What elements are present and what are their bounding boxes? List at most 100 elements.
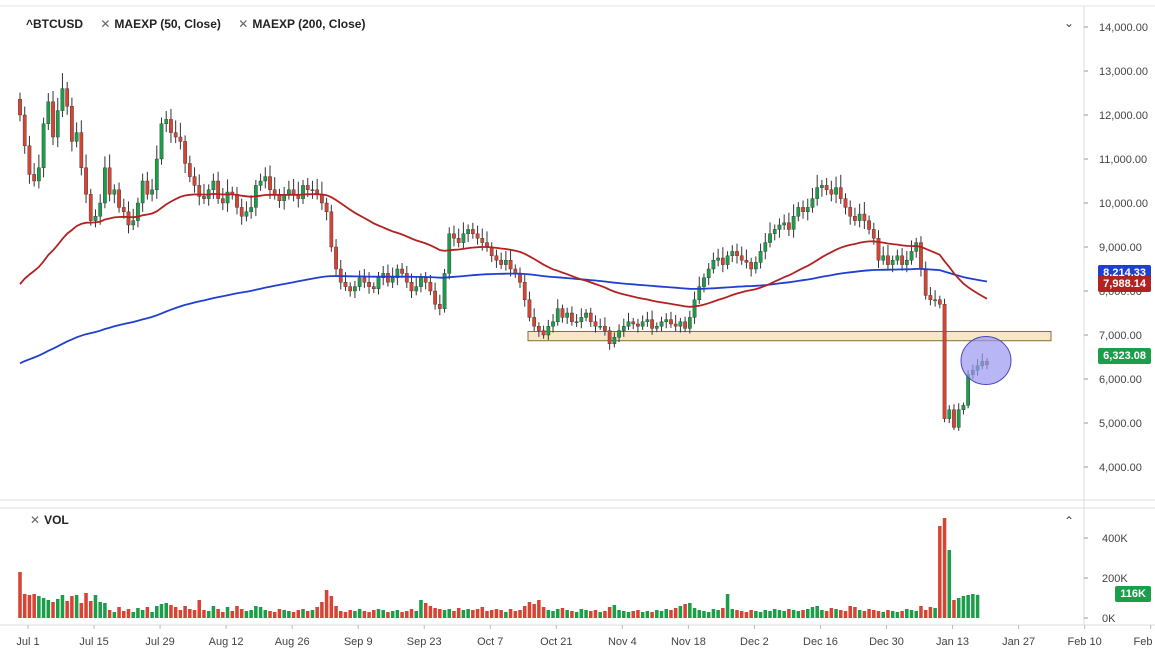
candle-body	[711, 260, 716, 270]
volume-bar	[872, 610, 876, 618]
volume-bar	[480, 607, 485, 618]
volume-bar	[395, 610, 400, 618]
candle-body	[287, 189, 291, 195]
remove-vol-icon[interactable]: ✕	[30, 513, 41, 527]
volume-bar	[489, 610, 494, 618]
chart-legend: ^BTCUSD ✕ MAEXP (50, Close) ✕ MAEXP (200, …	[26, 17, 379, 31]
candle-body	[815, 187, 820, 199]
candle-body	[702, 277, 706, 287]
volume-bar	[372, 610, 376, 618]
candle-body	[626, 321, 631, 327]
volume-bar	[650, 612, 654, 618]
candle-body	[173, 132, 178, 138]
candle-body	[348, 286, 353, 292]
candle-body	[301, 185, 305, 199]
candle-body	[41, 123, 46, 169]
highlight-circle	[960, 336, 1012, 386]
x-tick-label: Feb 24	[1134, 636, 1155, 648]
volume-bar	[150, 612, 154, 618]
volume-bar	[570, 611, 574, 618]
volume-bar	[711, 609, 716, 618]
candle-body	[428, 282, 433, 292]
candle-body	[952, 409, 956, 428]
volume-bar	[513, 611, 518, 618]
volume-bar	[98, 602, 102, 618]
candle-body	[824, 185, 829, 190]
candle-body	[419, 277, 423, 287]
candle-body	[357, 277, 362, 287]
candle-body	[470, 229, 475, 234]
candle-body	[136, 202, 140, 221]
volume-bar	[617, 610, 621, 618]
volume-bar	[584, 610, 588, 618]
volume-bar	[909, 610, 914, 618]
candle-body	[720, 257, 725, 265]
volume-bar	[848, 606, 852, 618]
volume-bar	[593, 610, 598, 618]
collapse-chevron-up-icon[interactable]: ⌃	[1064, 514, 1075, 528]
x-tick-label: Dec 2	[740, 636, 769, 648]
volume-bar	[329, 596, 334, 618]
volume-bar	[942, 518, 947, 618]
volume-bar	[603, 611, 607, 618]
candle-body	[343, 282, 348, 287]
candle-body	[725, 255, 730, 265]
volume-bar	[938, 526, 942, 618]
volume-bar	[886, 610, 890, 618]
candle-body	[187, 163, 192, 177]
volume-bar	[541, 607, 546, 618]
volume-bar	[357, 609, 362, 618]
volume-bar	[310, 610, 315, 618]
candle-body	[169, 119, 173, 133]
volume-bar	[588, 611, 593, 618]
volume-bar	[565, 610, 569, 618]
candle-body	[881, 255, 886, 261]
volume-bar	[843, 611, 848, 618]
candle-body	[216, 180, 220, 199]
candle-body	[310, 189, 315, 192]
candle-body	[140, 180, 145, 204]
candle-body	[79, 132, 84, 169]
candle-body	[546, 326, 551, 336]
candle-body	[518, 273, 522, 283]
candle-body	[853, 215, 857, 221]
collapse-chevron-down-icon[interactable]: ⌄	[1064, 16, 1075, 30]
remove-ma50-icon[interactable]: ✕	[100, 17, 111, 31]
candle-body	[706, 268, 711, 279]
x-tick-label: Nov 4	[608, 636, 637, 648]
candle-body	[220, 198, 225, 204]
volume-bar	[386, 612, 390, 618]
volume-bar	[966, 595, 970, 618]
volume-bar	[466, 609, 470, 618]
candle-body	[409, 282, 414, 292]
candle-body	[593, 321, 598, 327]
volume-bar	[367, 612, 371, 618]
x-tick-label: Feb 10	[1067, 636, 1101, 648]
volume-bar	[456, 608, 461, 618]
volume-bar	[169, 605, 173, 618]
volume-bar	[27, 595, 32, 618]
candle-body	[966, 374, 970, 406]
candle-body	[810, 198, 815, 208]
support-zone	[527, 330, 1052, 342]
ma50-legend: MAEXP (50, Close)	[114, 17, 221, 31]
volume-bar	[824, 611, 829, 618]
candle-body	[353, 286, 357, 292]
y-tick-label: 9,000.00	[1099, 242, 1142, 254]
volume-bar	[890, 611, 895, 618]
x-tick-label: Sep 23	[407, 636, 442, 648]
x-tick-label: Dec 30	[869, 636, 904, 648]
candle-body	[796, 207, 801, 217]
candle-body	[112, 189, 117, 195]
volume-bar	[475, 609, 480, 618]
volume-bar	[301, 609, 305, 618]
volume-bar	[857, 610, 862, 618]
remove-ma200-icon[interactable]: ✕	[238, 17, 249, 31]
x-tick-label: Nov 18	[671, 636, 706, 648]
volume-bar	[249, 610, 253, 618]
candle-body	[636, 323, 640, 327]
candle-body	[565, 312, 570, 318]
y-tick-label: 12,000.00	[1099, 110, 1148, 122]
volume-bar	[555, 609, 560, 618]
